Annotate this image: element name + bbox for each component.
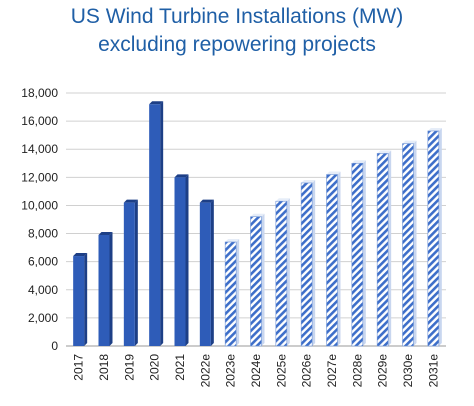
bar xyxy=(376,153,389,347)
bar xyxy=(275,200,288,347)
bar-side xyxy=(362,160,366,346)
bar-top xyxy=(199,199,214,203)
bar-top xyxy=(123,199,138,203)
bar-group xyxy=(149,101,164,346)
bar-group xyxy=(376,150,392,347)
x-tick-label: 2027e xyxy=(325,354,339,388)
bar xyxy=(98,234,110,346)
bar xyxy=(123,202,135,346)
bar-top xyxy=(301,179,316,183)
bar-side xyxy=(84,253,88,346)
bar-group xyxy=(199,199,214,346)
y-tick-label: 6,000 xyxy=(28,255,58,269)
bar-group xyxy=(174,174,189,346)
bar-group xyxy=(275,198,290,347)
bar xyxy=(402,143,414,347)
y-tick-label: 8,000 xyxy=(28,227,58,241)
chart-subtitle: excluding repowering projects xyxy=(98,33,376,56)
bar-side xyxy=(160,101,164,346)
y-tick-label: 16,000 xyxy=(21,114,58,128)
bar-top xyxy=(402,140,417,144)
bar-top xyxy=(98,231,113,235)
bar-top xyxy=(149,101,164,105)
x-tick-label: 2020 xyxy=(148,354,162,381)
bar xyxy=(326,174,338,347)
bar-side xyxy=(312,179,316,346)
x-tick-label: 2030e xyxy=(401,354,415,388)
bar xyxy=(199,202,211,346)
x-tick-label: 2029e xyxy=(376,354,390,388)
bar-top xyxy=(73,253,88,257)
y-tick-label: 18,000 xyxy=(21,86,58,100)
bar-side xyxy=(210,199,214,346)
bar-top xyxy=(377,150,392,154)
y-tick-label: 14,000 xyxy=(21,142,58,156)
x-tick-label: 2018 xyxy=(97,354,111,381)
x-tick-label: 2026e xyxy=(300,354,314,388)
bar xyxy=(250,216,262,347)
x-tick-label: 2025e xyxy=(274,354,288,388)
x-tick-label: 2023e xyxy=(224,354,238,388)
bar xyxy=(300,182,313,347)
bar xyxy=(351,162,364,347)
bar-side xyxy=(413,140,417,346)
bar-side xyxy=(109,231,113,346)
chart-title: US Wind Turbine Installations (MW) xyxy=(70,5,404,28)
x-tick-label: 2017 xyxy=(72,354,86,381)
y-tick-label: 10,000 xyxy=(21,198,58,212)
bar-group xyxy=(250,213,265,347)
bar-side xyxy=(185,174,189,346)
bar-side xyxy=(337,171,341,346)
bar xyxy=(73,256,85,346)
bar-group xyxy=(123,199,138,346)
bar-group xyxy=(326,171,341,347)
x-tick-label: 2019 xyxy=(122,354,136,381)
bar-top xyxy=(326,171,341,175)
bar xyxy=(224,241,237,347)
bar-top xyxy=(225,238,240,242)
y-tick-label: 0 xyxy=(51,339,58,353)
y-tick-label: 12,000 xyxy=(21,170,58,184)
bar-side xyxy=(261,213,265,346)
bar-top xyxy=(174,174,189,178)
bar-side xyxy=(236,238,240,346)
bar-group xyxy=(402,140,417,347)
x-tick-label: 2024e xyxy=(249,354,263,388)
bar xyxy=(174,177,186,346)
bar-side xyxy=(286,198,290,346)
bar-group xyxy=(351,160,366,347)
bar-group xyxy=(98,231,113,346)
bar xyxy=(427,130,440,347)
bar-group xyxy=(73,253,88,346)
y-tick-label: 2,000 xyxy=(28,311,58,325)
x-tick-label: 2031e xyxy=(426,354,440,388)
bar-group xyxy=(224,238,240,347)
x-tick-label: 2022e xyxy=(198,354,212,388)
bar-top xyxy=(250,213,265,217)
bar-top xyxy=(275,198,290,202)
bar-top xyxy=(351,160,366,164)
bar-group xyxy=(300,179,316,347)
y-tick-label: 4,000 xyxy=(28,283,58,297)
x-tick-label: 2021 xyxy=(173,354,187,381)
bar-side xyxy=(438,127,442,346)
bar-side xyxy=(134,199,138,346)
bar-group xyxy=(427,127,442,347)
x-tick-label: 2028e xyxy=(350,354,364,388)
bar xyxy=(149,104,161,346)
bar-side xyxy=(388,150,392,346)
bar-top xyxy=(427,127,442,131)
